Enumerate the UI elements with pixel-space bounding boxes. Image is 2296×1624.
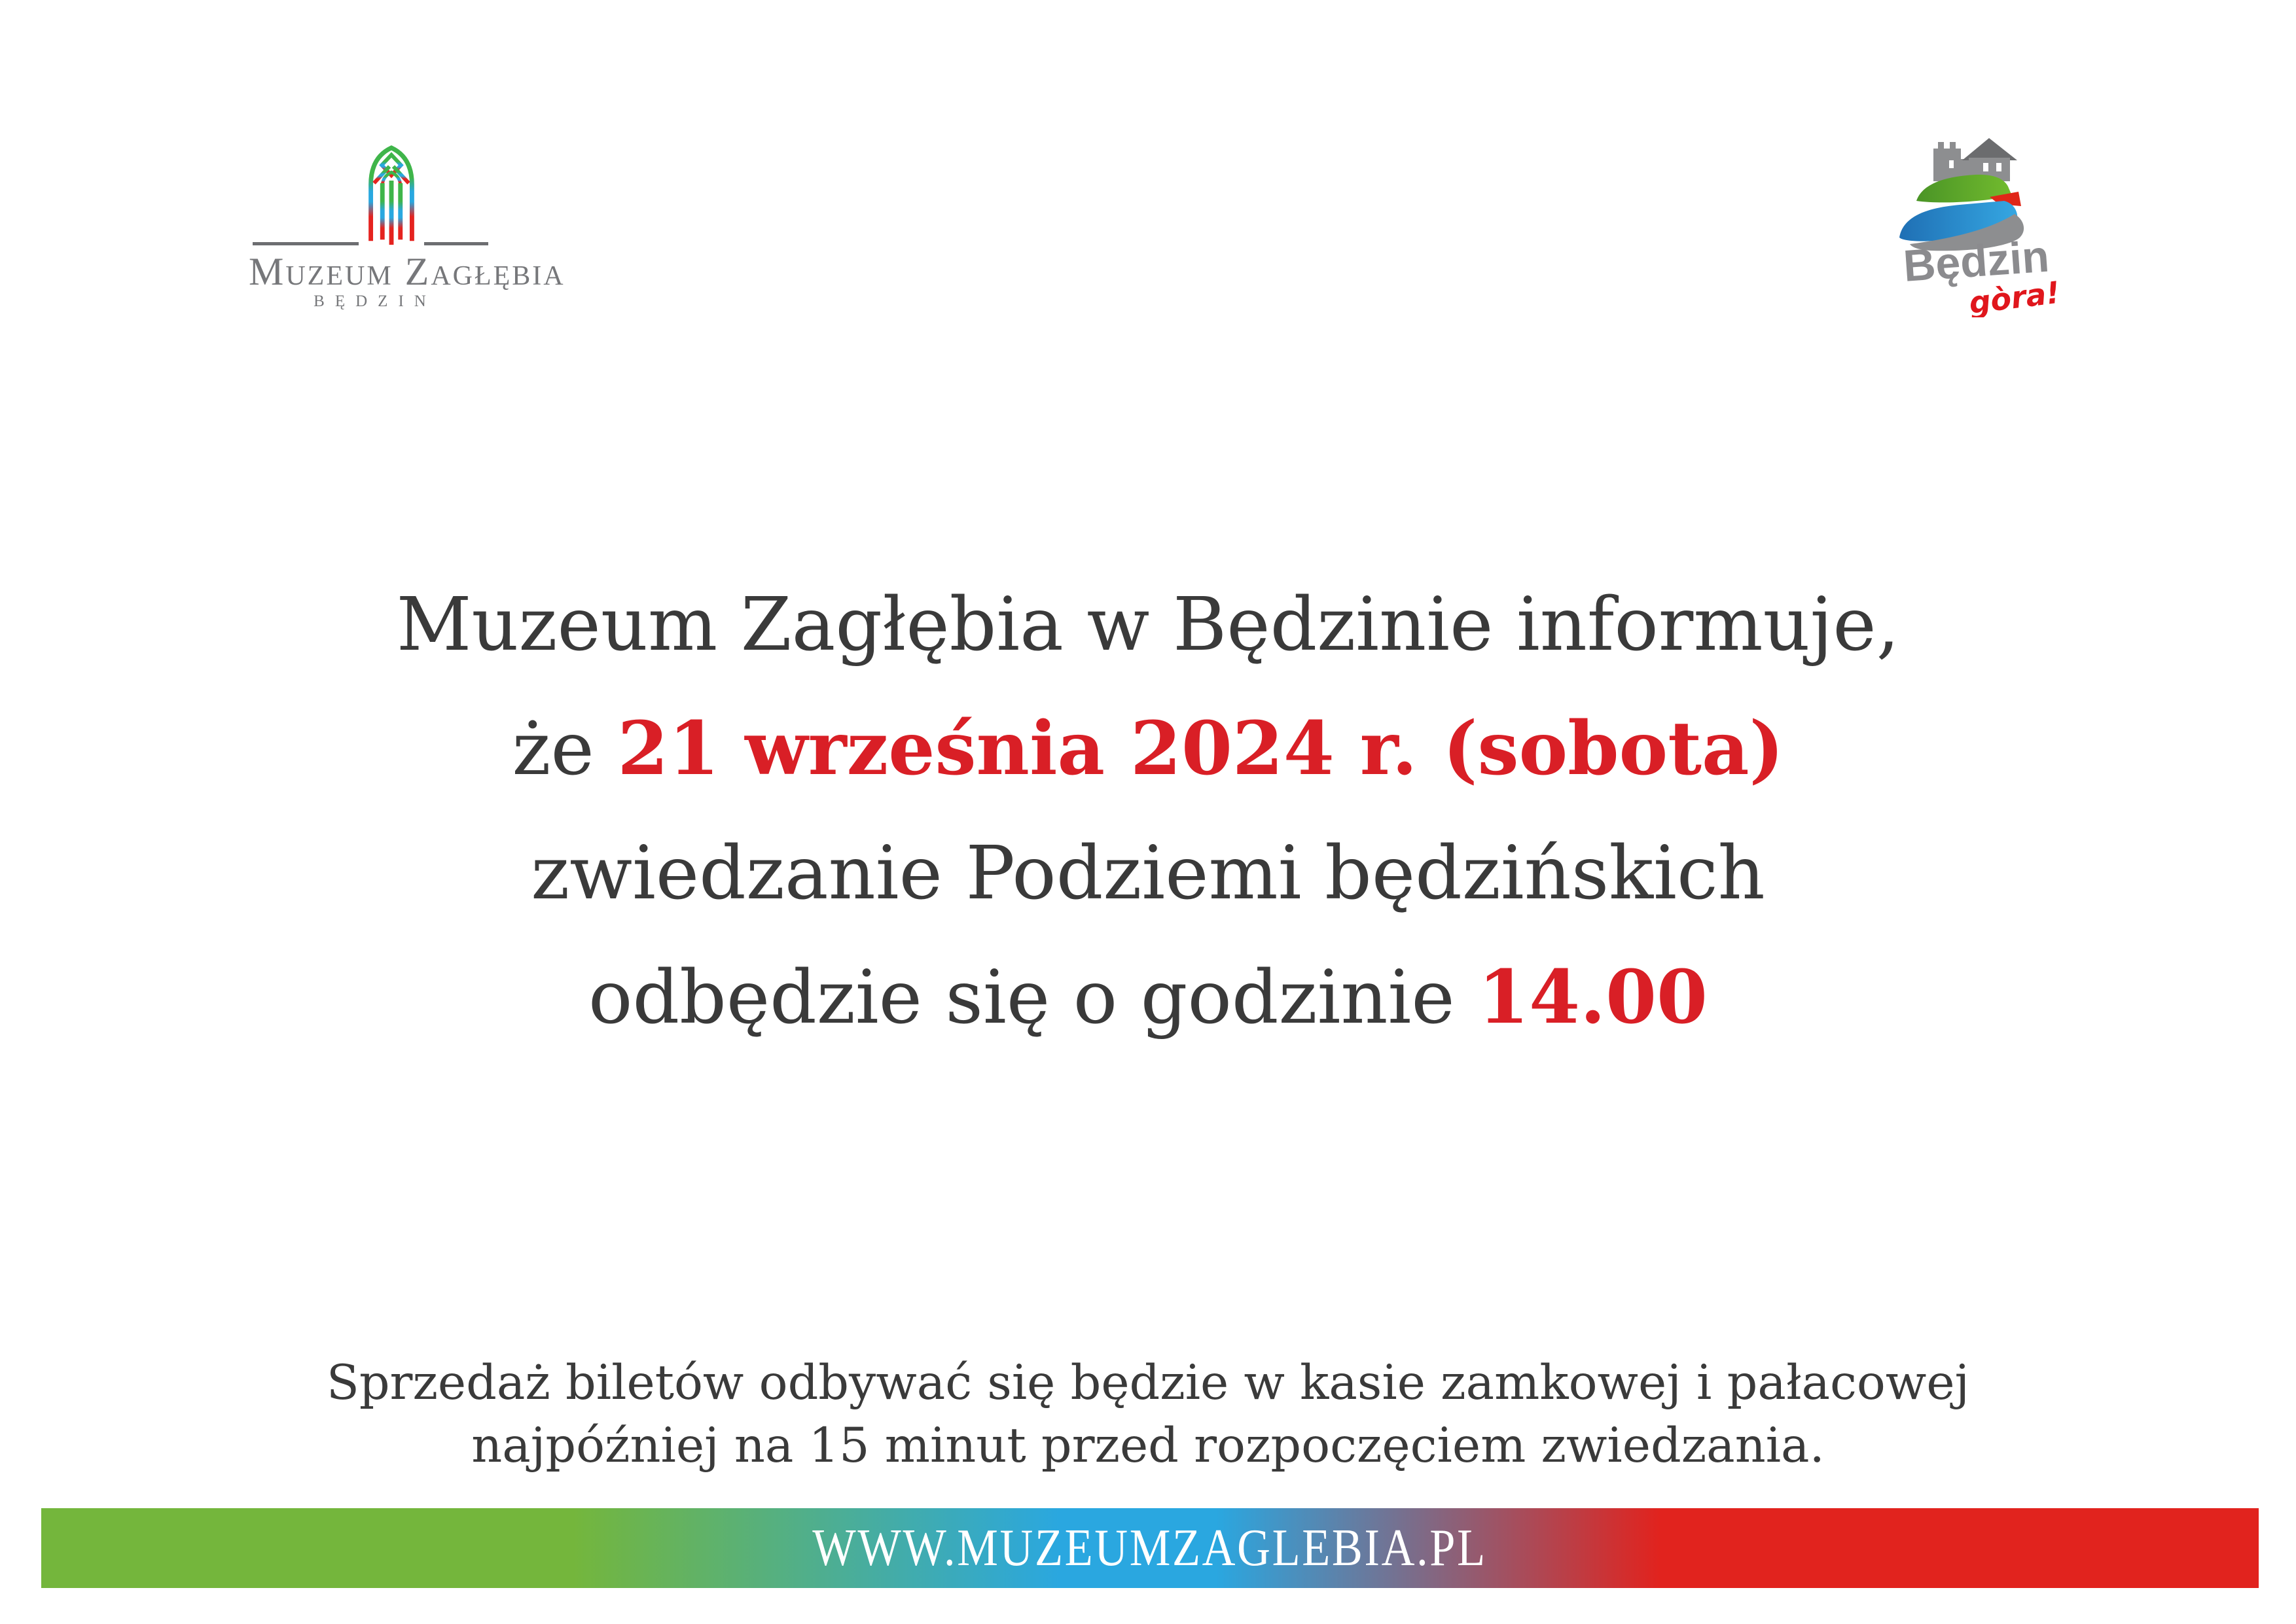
website-url: WWW.MUZEUMZAGLEBIA.PL <box>812 1519 1488 1577</box>
ticket-notice-line1: Sprzedaż biletów odbywać się będzie w ka… <box>326 1355 1970 1411</box>
announcement: Muzeum Zagłębia w Będzinie informuje, że… <box>0 563 2296 1060</box>
announcement-time-highlight: 14.00 <box>1478 955 1708 1040</box>
ticket-notice: Sprzedaż biletów odbywać się będzie w ka… <box>0 1352 2296 1477</box>
ticket-notice-line2: najpóźniej na 15 minut przed rozpoczęcie… <box>471 1418 1825 1474</box>
announcement-line3: zwiedzanie Podziemi będzińskich <box>531 831 1765 916</box>
announcement-date-highlight: 21 września 2024 r. (sobota) <box>617 706 1784 792</box>
city-logo-name: Będzin <box>1902 232 2051 291</box>
museum-logo-city: BĘDZIN <box>314 292 437 310</box>
museum-logo: Muzeum Zagłębia BĘDZIN <box>249 128 565 317</box>
bedzin-gora-logo: Będzin gòra! <box>1892 121 2101 321</box>
hill-gray-swoosh <box>1910 214 2024 251</box>
castle-hill-icon: Będzin gòra! <box>1899 138 2062 321</box>
announcement-line4-prefix: odbędzie się o godzinie <box>588 955 1479 1040</box>
announcement-line2: że 21 września 2024 r. (sobota) <box>0 687 2296 811</box>
announcement-line1: Muzeum Zagłębia w Będzinie informuje, <box>396 582 1900 667</box>
announcement-line2-prefix: że <box>512 707 618 792</box>
footer-bar: WWW.MUZEUMZAGLEBIA.PL <box>41 1508 2259 1588</box>
announcement-line4: odbędzie się o godzinie 14.00 <box>0 936 2296 1060</box>
divider-line-right <box>424 242 488 245</box>
divider-line-left <box>253 242 359 245</box>
gothic-window-icon <box>368 145 414 245</box>
hill-green-band <box>1916 174 2012 203</box>
museum-logo-name: Muzeum Zagłębia <box>249 250 565 293</box>
